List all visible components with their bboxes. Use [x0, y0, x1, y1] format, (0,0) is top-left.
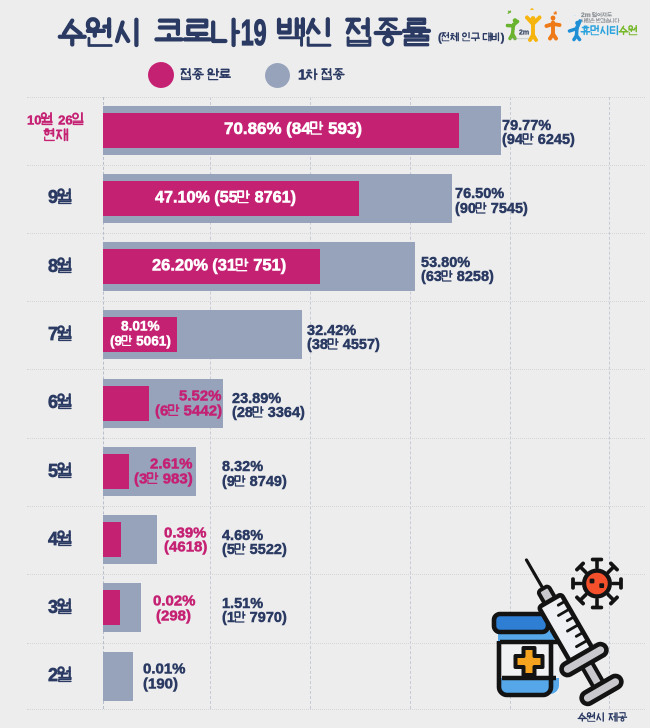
- svg-text:2: 2: [48, 665, 58, 685]
- svg-text:(9: (9: [110, 333, 123, 348]
- svg-text:0.39%: 0.39%: [164, 524, 207, 541]
- svg-text:7545): 7545): [491, 201, 528, 217]
- svg-text:53.80%: 53.80%: [421, 255, 470, 271]
- svg-text:8.01%: 8.01%: [121, 318, 160, 333]
- svg-text:7970): 7970): [250, 610, 287, 626]
- svg-text:32.42%: 32.42%: [307, 323, 356, 339]
- svg-text:): ): [500, 32, 504, 44]
- svg-text:(: (: [438, 32, 442, 44]
- svg-text:(190): (190): [143, 675, 178, 692]
- svg-text:8: 8: [48, 256, 58, 276]
- svg-text:6: 6: [48, 392, 58, 412]
- svg-text:(28: (28: [232, 405, 253, 421]
- svg-text:(4618): (4618): [164, 539, 207, 556]
- svg-text:(3: (3: [134, 470, 147, 487]
- svg-text:8.32%: 8.32%: [222, 459, 263, 475]
- svg-text:19: 19: [241, 12, 267, 53]
- svg-text:7: 7: [48, 324, 58, 344]
- svg-text:593): 593): [328, 119, 362, 138]
- svg-text:2.61%: 2.61%: [150, 456, 193, 473]
- svg-text:751): 751): [253, 257, 286, 275]
- svg-text:70.86%: 70.86%: [224, 119, 282, 138]
- svg-text:8258): 8258): [457, 269, 494, 285]
- svg-text:79.77%: 79.77%: [502, 118, 551, 134]
- svg-text:2m: 2m: [519, 29, 529, 36]
- svg-text:(38: (38: [307, 337, 328, 353]
- svg-text:5: 5: [48, 461, 58, 481]
- svg-text:(55: (55: [214, 188, 237, 206]
- svg-text:4.68%: 4.68%: [222, 528, 263, 544]
- svg-text:26: 26: [58, 112, 73, 127]
- svg-text:(298): (298): [156, 607, 191, 624]
- svg-text:(31: (31: [212, 257, 236, 275]
- svg-text:(9: (9: [222, 474, 235, 490]
- svg-text:23.89%: 23.89%: [232, 391, 281, 407]
- svg-text:(84: (84: [286, 119, 311, 138]
- svg-text:1: 1: [298, 66, 306, 83]
- svg-text:0.02%: 0.02%: [153, 592, 196, 609]
- svg-text:8749): 8749): [250, 474, 287, 490]
- svg-text:(5: (5: [222, 542, 235, 558]
- svg-text:5522): 5522): [250, 542, 287, 558]
- svg-text:47.10%: 47.10%: [155, 188, 210, 206]
- svg-text:(94: (94: [502, 132, 523, 148]
- svg-text:9: 9: [48, 188, 58, 208]
- svg-text:4: 4: [48, 529, 58, 549]
- svg-text:2m: 2m: [581, 11, 591, 18]
- svg-text:(1: (1: [222, 610, 235, 626]
- svg-text:3364): 3364): [267, 405, 304, 421]
- svg-text:(63: (63: [421, 269, 442, 285]
- svg-text:3: 3: [48, 597, 58, 617]
- svg-text:26.20%: 26.20%: [152, 257, 208, 275]
- svg-text:8761): 8761): [255, 188, 296, 206]
- svg-text:10: 10: [27, 112, 42, 127]
- svg-text:1.51%: 1.51%: [222, 596, 263, 612]
- svg-text:4557): 4557): [342, 337, 379, 353]
- svg-text:5061): 5061): [136, 333, 171, 348]
- svg-text:6245): 6245): [538, 132, 575, 148]
- svg-text:5.52%: 5.52%: [179, 387, 222, 404]
- svg-text:(90: (90: [455, 201, 476, 217]
- svg-text:(6: (6: [155, 402, 168, 419]
- svg-text:0.01%: 0.01%: [143, 660, 186, 677]
- svg-text:76.50%: 76.50%: [455, 186, 504, 202]
- svg-text:983): 983): [163, 470, 193, 487]
- svg-text:5442): 5442): [183, 402, 221, 419]
